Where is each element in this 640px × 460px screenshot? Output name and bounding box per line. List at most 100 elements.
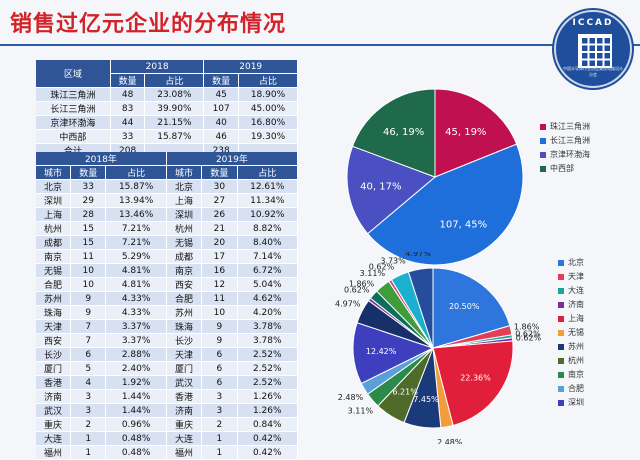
table-cell: 26 [201, 207, 238, 222]
table-cell: 6.72% [237, 263, 299, 278]
region-pie-chart: 45, 19% 107, 45% 40, 17% 46, 19% [346, 88, 524, 266]
city-header: 城市 [36, 165, 72, 180]
pie-data-label: 7.45% [413, 395, 439, 404]
table-row: 成都 15 7.21% 无锡 20 8.40% [36, 235, 299, 250]
table-cell: 4 [70, 375, 107, 390]
table-cell: 83 [110, 101, 146, 116]
table-cell: 45 [203, 87, 239, 102]
table-row: 中西部 33 15.87% 46 19.30% [36, 129, 299, 144]
table-cell: 苏州 [166, 305, 203, 320]
legend-item: 珠江三角洲 [540, 120, 590, 134]
table-cell: 33 [70, 179, 107, 194]
table-cell: 北京 [36, 179, 72, 194]
table-cell: 39.90% [144, 101, 205, 116]
legend-swatch [558, 358, 564, 364]
pie-data-label: 0.62% [515, 330, 541, 339]
table-cell: 北京 [166, 179, 203, 194]
legend-label: 杭州 [568, 356, 584, 365]
table-cell: 13.46% [105, 207, 167, 222]
table-cell: 长江三角洲 [36, 101, 111, 116]
table-cell: 南京 [166, 263, 203, 278]
count-header: 数量 [110, 73, 146, 88]
table-cell: 2.52% [237, 347, 299, 362]
table-cell: 西安 [166, 277, 203, 292]
table-cell: 中西部 [36, 129, 111, 144]
table-cell: 5.04% [237, 277, 299, 292]
legend-item: 京津环渤海 [540, 148, 590, 162]
table-cell: 济南 [166, 403, 203, 418]
legend-label: 京津环渤海 [550, 150, 590, 159]
table-cell: 苏州 [36, 291, 72, 306]
table-cell: 11 [70, 249, 107, 264]
pie-slice [346, 145, 436, 235]
table-cell: 4.33% [105, 291, 167, 306]
table-cell: 1.26% [237, 403, 299, 418]
table-cell: 3 [201, 403, 238, 418]
city-table: 2018年 2019年 城市 数量 占比 城市 数量 占比 北京 33 15.87%… [36, 152, 299, 460]
legend-swatch [558, 386, 564, 392]
table-row: 北京 33 15.87% 北京 30 12.61% [36, 179, 299, 194]
pie-data-label: 1.86% [514, 322, 540, 331]
table-cell: 杭州 [36, 221, 72, 236]
table-row: 苏州 9 4.33% 合肥 11 4.62% [36, 291, 299, 306]
legend-item: 苏州 [558, 340, 584, 354]
table-cell: 7.21% [105, 221, 167, 236]
table-cell: 10 [70, 277, 107, 292]
table-cell: 合肥 [166, 291, 203, 306]
legend-label: 大连 [568, 286, 584, 295]
table-cell: 珠江三角洲 [36, 87, 111, 102]
table-row: 无锡 10 4.81% 南京 16 6.72% [36, 263, 299, 278]
legend-swatch [540, 152, 546, 158]
pie-data-label: 20.50% [449, 302, 480, 311]
share-header: 占比 [237, 165, 299, 180]
table-cell: 28 [70, 207, 107, 222]
legend-item: 天津 [558, 270, 584, 284]
table-cell: 7.21% [105, 235, 167, 250]
year-2019-header: 2019 [203, 60, 298, 74]
table-cell: 9 [70, 291, 107, 306]
table-row: 上海 28 13.46% 深圳 26 10.92% [36, 207, 299, 222]
legend-item: 大连 [558, 284, 584, 298]
table-cell: 11 [201, 291, 238, 306]
table-cell: 15 [70, 221, 107, 236]
table-row: 杭州 15 7.21% 杭州 21 8.82% [36, 221, 299, 236]
table-cell: 12.61% [237, 179, 299, 194]
table-cell: 南京 [36, 249, 72, 264]
table-cell: 7 [70, 333, 107, 348]
table-cell: 香港 [166, 389, 203, 404]
pie-slice [434, 88, 518, 178]
legend-label: 珠江三角洲 [550, 122, 590, 131]
table-cell: 15.87% [144, 129, 205, 144]
table-row: 长沙 6 2.88% 天津 6 2.52% [36, 347, 299, 362]
table-row: 西安 7 3.37% 长沙 9 3.78% [36, 333, 299, 348]
table-cell: 3.37% [105, 333, 167, 348]
pie-data-label: 3.73% [380, 256, 406, 265]
table-cell: 3.78% [237, 319, 299, 334]
table-cell: 9 [201, 319, 238, 334]
table-cell: 珠海 [166, 319, 203, 334]
table-cell: 1 [70, 431, 107, 446]
table-cell: 16 [201, 263, 238, 278]
pie-data-label: 2.48% [437, 438, 463, 444]
table-row: 大连 1 0.48% 大连 1 0.42% [36, 431, 299, 446]
year-2018-header: 2018年 [36, 152, 167, 166]
pie-data-label: 40, 17% [360, 182, 401, 193]
table-cell: 天津 [36, 319, 72, 334]
table-cell: 6 [201, 361, 238, 376]
table-cell: 厦门 [166, 361, 203, 376]
table-row: 厦门 5 2.40% 厦门 6 2.52% [36, 361, 299, 376]
table-cell: 6 [201, 375, 238, 390]
table-cell: 1.44% [105, 403, 167, 418]
table-cell: 8.40% [237, 235, 299, 250]
table-row: 武汉 3 1.44% 济南 3 1.26% [36, 403, 299, 418]
table-cell: 16.80% [238, 115, 299, 130]
pie-data-label: 107, 45% [439, 219, 487, 230]
table-cell: 3.78% [237, 333, 299, 348]
table-cell: 44 [110, 115, 146, 130]
legend-swatch [558, 288, 564, 294]
legend-label: 苏州 [568, 342, 584, 351]
logo-grid-icon [578, 34, 612, 68]
table-cell: 8.82% [237, 221, 299, 236]
table-cell: 21.15% [144, 115, 205, 130]
table-cell: 成都 [166, 249, 203, 264]
